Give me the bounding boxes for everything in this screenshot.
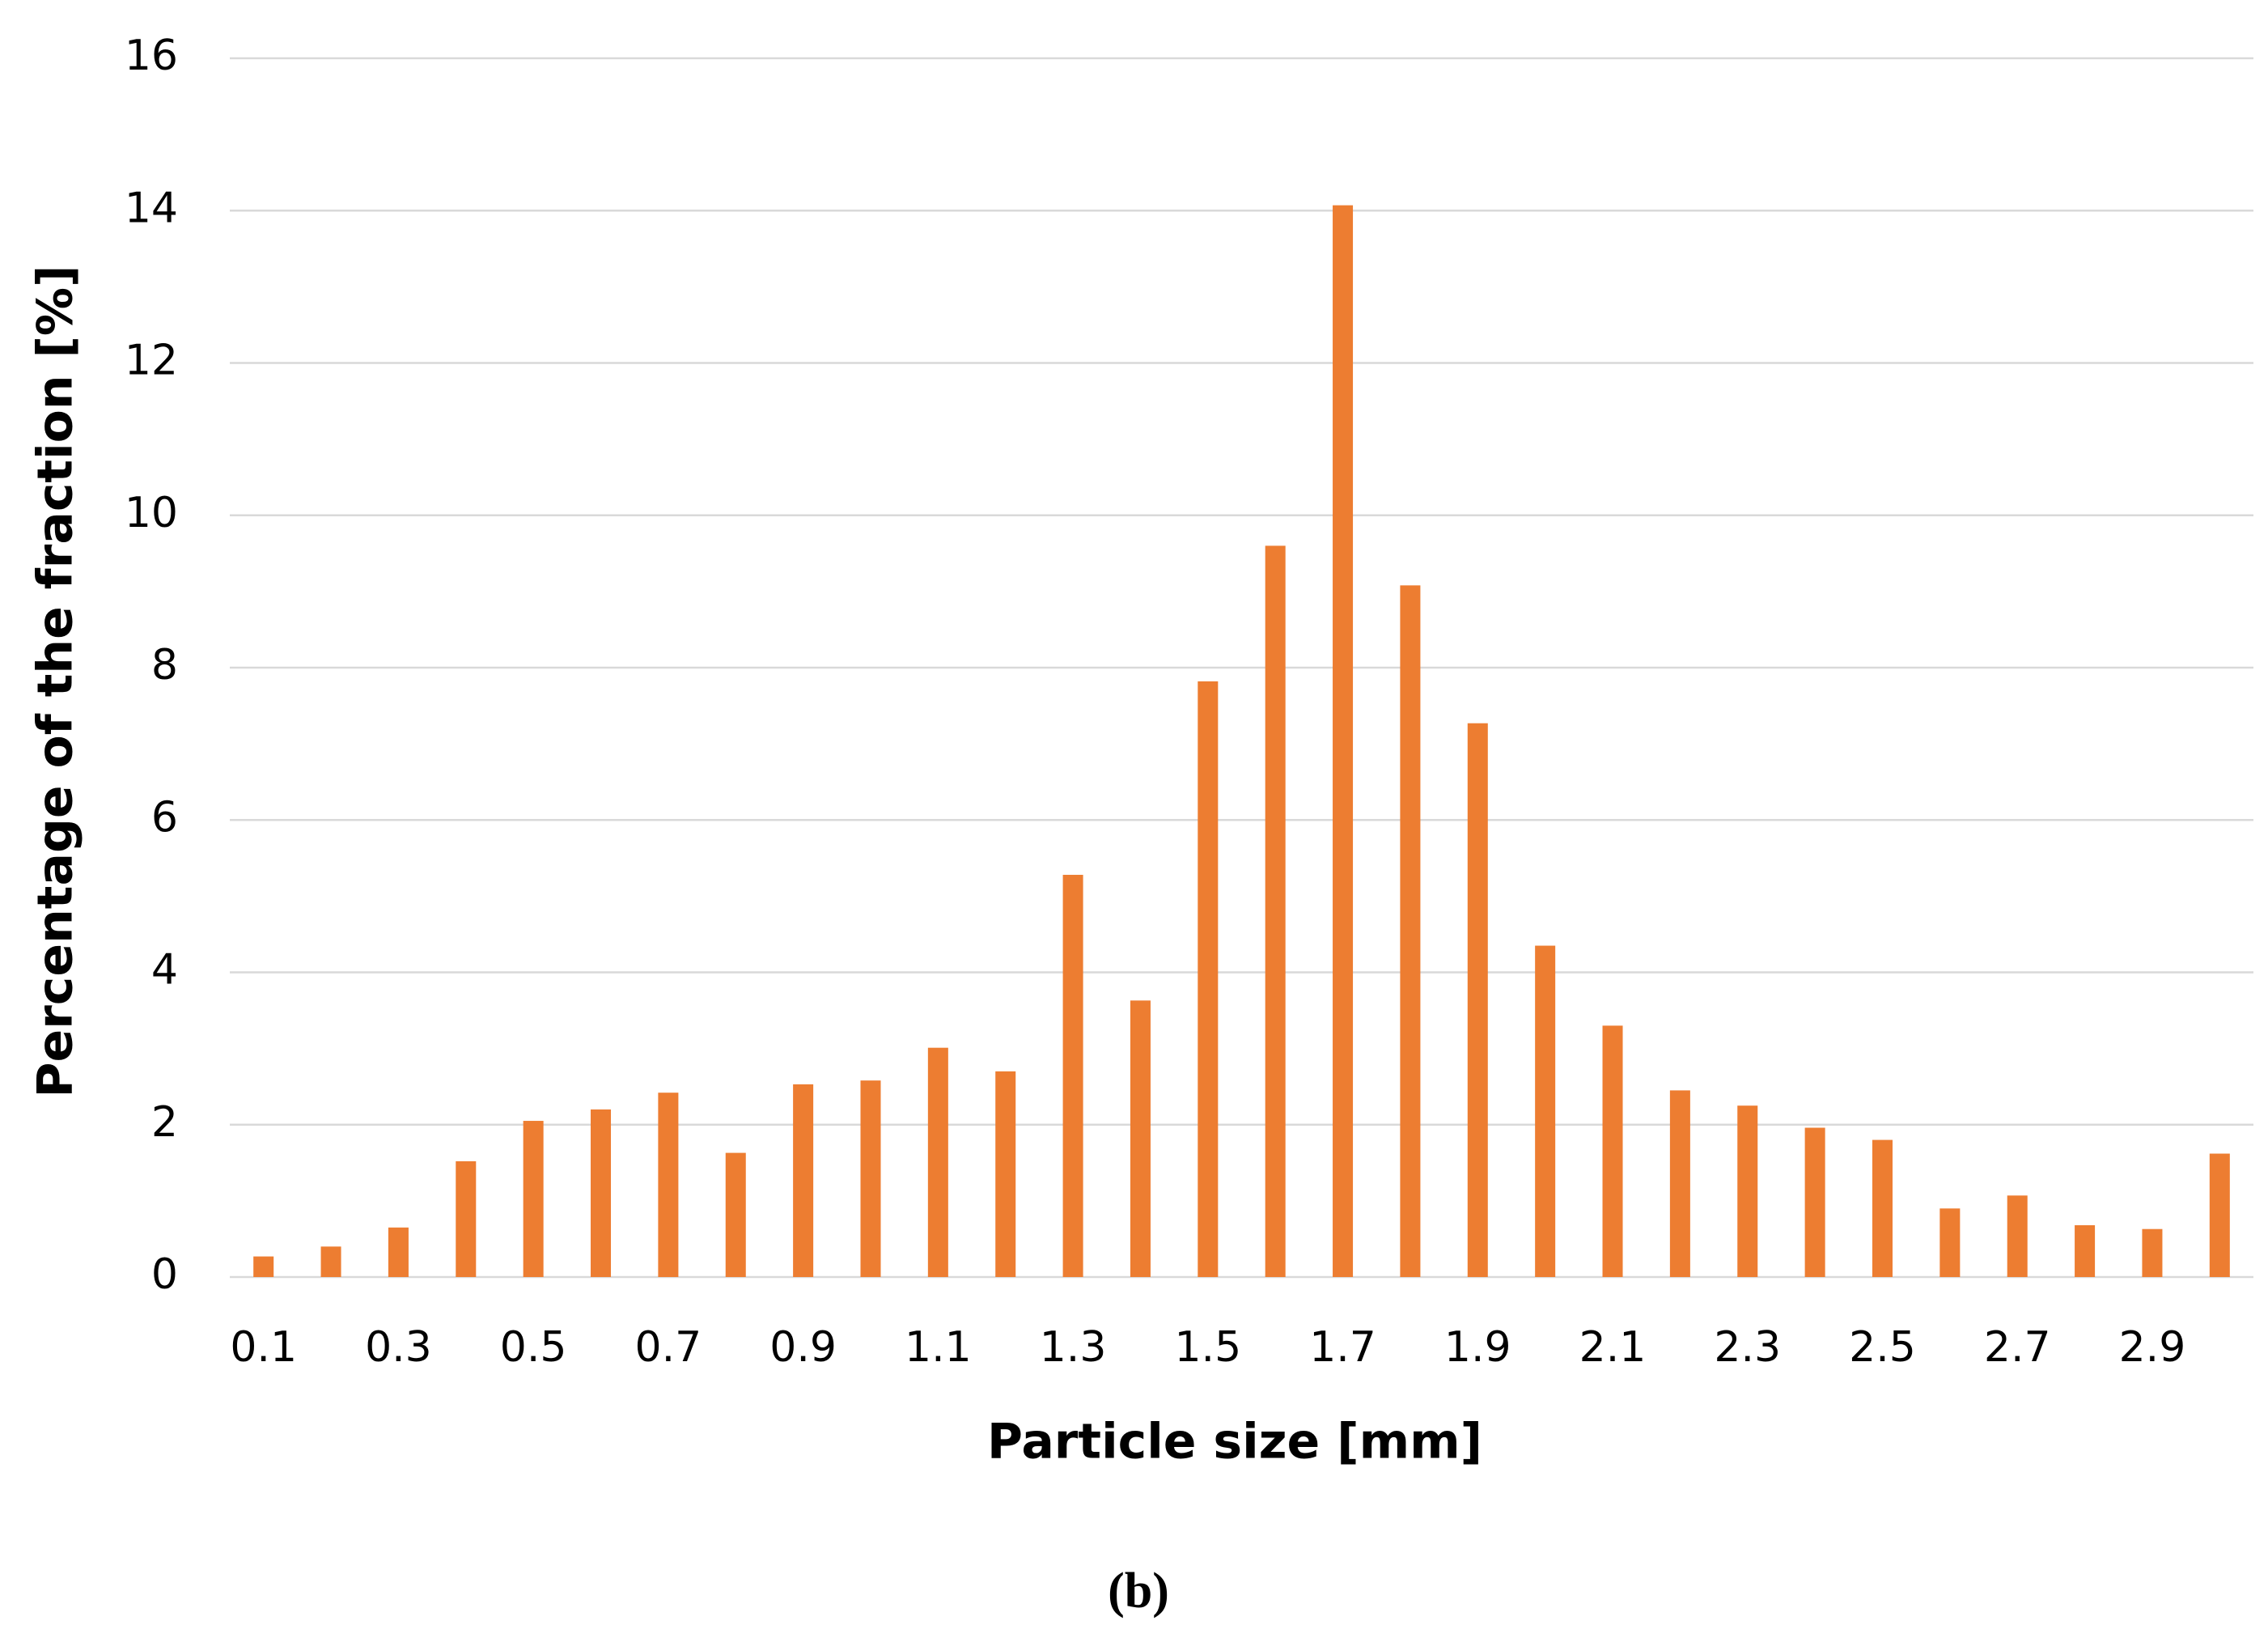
bar xyxy=(860,1080,881,1277)
bar xyxy=(591,1109,612,1277)
x-tick-label: 0.7 xyxy=(635,1323,702,1372)
bar xyxy=(1265,545,1286,1277)
y-tick-label: 8 xyxy=(151,641,178,689)
bar xyxy=(2075,1224,2096,1277)
y-tick-label: 2 xyxy=(151,1098,178,1147)
x-tick-label: 1.7 xyxy=(1309,1323,1376,1372)
bar xyxy=(523,1121,544,1277)
bar xyxy=(1062,875,1083,1277)
bar xyxy=(1737,1105,1758,1277)
y-tick-label: 10 xyxy=(125,489,178,537)
caption: (b) xyxy=(1108,1564,1169,1619)
bar xyxy=(456,1160,477,1277)
y-tick-label: 16 xyxy=(125,32,178,80)
bar xyxy=(927,1047,948,1277)
x-tick-label: 1.5 xyxy=(1174,1323,1241,1372)
bar xyxy=(658,1093,679,1277)
bar xyxy=(2209,1153,2230,1277)
y-axis-title: Percentage of the fraction [%] xyxy=(28,265,84,1098)
x-tick-label: 0.3 xyxy=(365,1323,432,1372)
x-tick-label: 0.5 xyxy=(500,1323,567,1372)
bar xyxy=(1400,585,1421,1277)
bar xyxy=(1804,1127,1825,1277)
x-tick-label: 0.1 xyxy=(230,1323,297,1372)
bar xyxy=(1872,1139,1893,1277)
x-tick-label: 2.7 xyxy=(1984,1323,2051,1372)
y-tick-label: 14 xyxy=(125,184,178,232)
y-tick-label: 4 xyxy=(151,946,178,995)
x-tick-label: 1.9 xyxy=(1444,1323,1511,1372)
bar xyxy=(253,1256,274,1277)
bar xyxy=(995,1071,1016,1277)
bar xyxy=(320,1246,341,1277)
bar xyxy=(2142,1228,2163,1277)
y-tick-label: 0 xyxy=(151,1250,178,1299)
bar xyxy=(725,1152,746,1277)
bar xyxy=(1467,723,1488,1277)
bar xyxy=(1198,681,1219,1277)
bar xyxy=(1602,1025,1623,1277)
y-tick-label: 6 xyxy=(151,793,178,842)
x-tick-label: 2.9 xyxy=(2119,1323,2186,1372)
x-tick-label: 1.1 xyxy=(905,1323,972,1372)
bar xyxy=(1535,945,1556,1277)
bar xyxy=(1333,205,1354,1277)
bar xyxy=(1130,1000,1151,1277)
x-tick-label: 2.1 xyxy=(1579,1323,1647,1372)
bar xyxy=(388,1227,409,1277)
x-tick-label: 2.5 xyxy=(1849,1323,1916,1372)
bar xyxy=(793,1084,814,1277)
bar xyxy=(2007,1195,2028,1277)
x-axis-title: Particle size [mm] xyxy=(987,1414,1482,1470)
x-tick-label: 1.3 xyxy=(1040,1323,1107,1372)
bar xyxy=(1669,1090,1690,1277)
y-tick-label: 12 xyxy=(125,337,178,385)
x-tick-label: 0.9 xyxy=(769,1323,837,1372)
bar xyxy=(1939,1208,1961,1277)
x-tick-label: 2.3 xyxy=(1714,1323,1781,1372)
